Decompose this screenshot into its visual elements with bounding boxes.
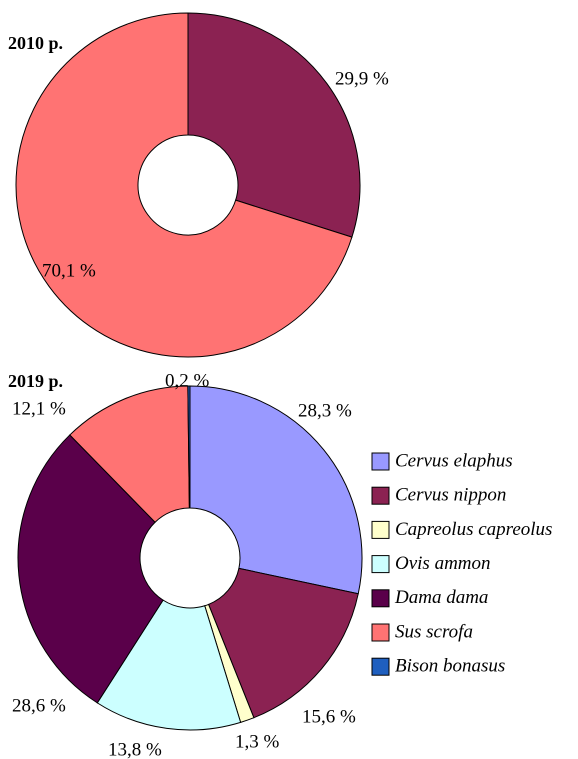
slice — [96, 599, 242, 731]
legend-label: Dama dama — [394, 587, 488, 608]
legend-label: Cervus elaphus — [395, 450, 513, 471]
legend-swatch — [371, 520, 390, 539]
legend-label: Cervus nippon — [395, 485, 506, 506]
legend-label: Capreolus capreolus — [395, 519, 552, 540]
chart-title: 2010 р. — [8, 33, 63, 53]
data-label: 13,8 % — [108, 739, 162, 759]
data-label: 0,2 % — [165, 370, 210, 391]
legend-swatch — [371, 657, 390, 676]
legend-swatch — [371, 555, 390, 574]
data-label: 29,9 % — [335, 68, 389, 89]
slice — [69, 385, 190, 523]
data-label: 12,1 % — [12, 398, 66, 419]
legend-label: Sus scrofa — [395, 621, 473, 642]
data-label: 28,3 % — [298, 400, 352, 421]
chart-title: 2019 р. — [8, 371, 63, 391]
legend-swatch — [371, 623, 390, 642]
slice — [15, 12, 353, 358]
legend-swatch — [371, 452, 390, 471]
legend-swatch — [371, 589, 390, 608]
legend-swatch — [371, 486, 390, 505]
slice — [189, 385, 363, 595]
slice — [207, 567, 359, 719]
legend-label: Ovis ammon — [395, 553, 491, 574]
legend-label: Bison bonasus — [395, 656, 505, 677]
slice — [187, 385, 191, 509]
data-label: 70,1 % — [42, 260, 96, 281]
data-label: 1,3 % — [235, 731, 280, 752]
slice — [187, 12, 361, 238]
data-label: 15,6 % — [302, 706, 356, 727]
slice — [17, 434, 164, 704]
data-label: 28,6 % — [12, 695, 66, 716]
